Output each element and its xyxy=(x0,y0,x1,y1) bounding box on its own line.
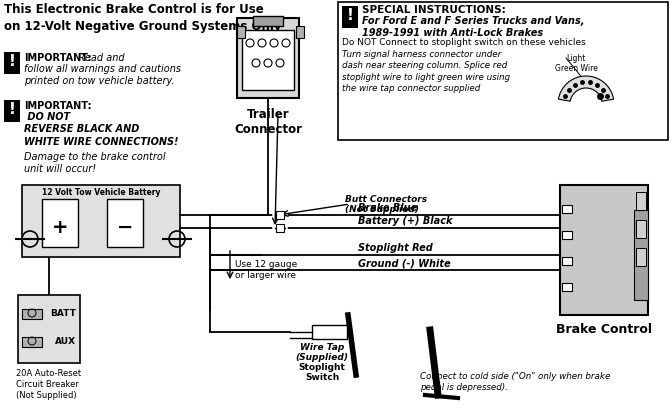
Text: Battery (+) Black: Battery (+) Black xyxy=(358,216,452,226)
Text: Ground (-) White: Ground (-) White xyxy=(358,258,451,268)
Bar xyxy=(562,231,572,239)
Bar xyxy=(107,199,143,247)
Bar xyxy=(22,337,42,347)
Polygon shape xyxy=(558,76,614,101)
Text: Connect to cold side ("On" only when brake
pedal is depressed).: Connect to cold side ("On" only when bra… xyxy=(420,372,610,392)
Text: !: ! xyxy=(9,101,15,117)
Bar xyxy=(562,205,572,213)
Text: For Ford E and F Series Trucks and Vans,
1989-1991 with Anti-Lock Brakes: For Ford E and F Series Trucks and Vans,… xyxy=(362,16,585,38)
Bar xyxy=(296,26,304,38)
Text: Trailer
Connector: Trailer Connector xyxy=(234,108,302,136)
Text: Light
Green Wire: Light Green Wire xyxy=(554,54,597,73)
Bar xyxy=(560,185,648,315)
Text: BATT: BATT xyxy=(50,309,76,318)
Bar xyxy=(18,295,80,363)
Bar xyxy=(636,220,646,238)
Bar xyxy=(237,26,245,38)
Bar xyxy=(338,2,668,140)
Text: Stoplight
Switch: Stoplight Switch xyxy=(298,363,345,382)
Bar xyxy=(22,309,42,319)
Text: Turn signal harness connector under
dash near steering column. Splice red
stopli: Turn signal harness connector under dash… xyxy=(342,50,510,94)
Text: !: ! xyxy=(9,54,15,68)
Bar xyxy=(636,248,646,266)
Text: Brake Blue: Brake Blue xyxy=(358,203,417,213)
Text: follow all warnings and cautions
printed on tow vehicle battery.: follow all warnings and cautions printed… xyxy=(24,64,181,87)
Text: Butt Connectors
(Not Supplied): Butt Connectors (Not Supplied) xyxy=(345,195,427,214)
Bar xyxy=(242,30,294,90)
Text: AUX: AUX xyxy=(55,337,76,346)
Bar xyxy=(42,199,78,247)
Bar xyxy=(237,18,299,98)
Text: SPECIAL INSTRUCTIONS:: SPECIAL INSTRUCTIONS: xyxy=(362,5,506,15)
Bar xyxy=(636,192,646,210)
Bar xyxy=(562,283,572,291)
Text: Read and: Read and xyxy=(75,53,124,63)
Bar xyxy=(4,100,20,122)
Bar xyxy=(253,16,283,26)
Text: Damage to the brake control
unit will occur!: Damage to the brake control unit will oc… xyxy=(24,152,165,174)
Bar xyxy=(634,210,648,300)
Bar xyxy=(22,185,180,257)
Text: Use 12 gauge
or larger wire: Use 12 gauge or larger wire xyxy=(235,260,297,280)
Text: Wire Tap
(Supplied): Wire Tap (Supplied) xyxy=(296,343,349,363)
Text: Do NOT Connect to stoplight switch on these vehicles: Do NOT Connect to stoplight switch on th… xyxy=(342,38,586,47)
Bar xyxy=(312,325,347,339)
Text: Stoplight Red: Stoplight Red xyxy=(358,243,433,253)
Text: Brake Control: Brake Control xyxy=(556,323,652,336)
Text: +: + xyxy=(52,218,69,236)
Text: −: − xyxy=(117,218,133,236)
Bar xyxy=(342,6,358,28)
Bar xyxy=(4,52,20,74)
Text: IMPORTANT:: IMPORTANT: xyxy=(24,101,91,111)
Text: DO NOT
REVERSE BLACK AND
WHITE WIRE CONNECTIONS!: DO NOT REVERSE BLACK AND WHITE WIRE CONN… xyxy=(24,112,179,147)
Text: 12 Volt Tow Vehicle Battery: 12 Volt Tow Vehicle Battery xyxy=(42,188,160,197)
Text: 20A Auto-Reset
Circuit Breaker
(Not Supplied): 20A Auto-Reset Circuit Breaker (Not Supp… xyxy=(16,369,81,400)
Text: This Electronic Brake Control is for Use
on 12-Volt Negative Ground Systems Only: This Electronic Brake Control is for Use… xyxy=(4,3,282,33)
Text: !: ! xyxy=(347,7,353,23)
Bar xyxy=(562,257,572,265)
Text: IMPORTANT:: IMPORTANT: xyxy=(24,53,91,63)
